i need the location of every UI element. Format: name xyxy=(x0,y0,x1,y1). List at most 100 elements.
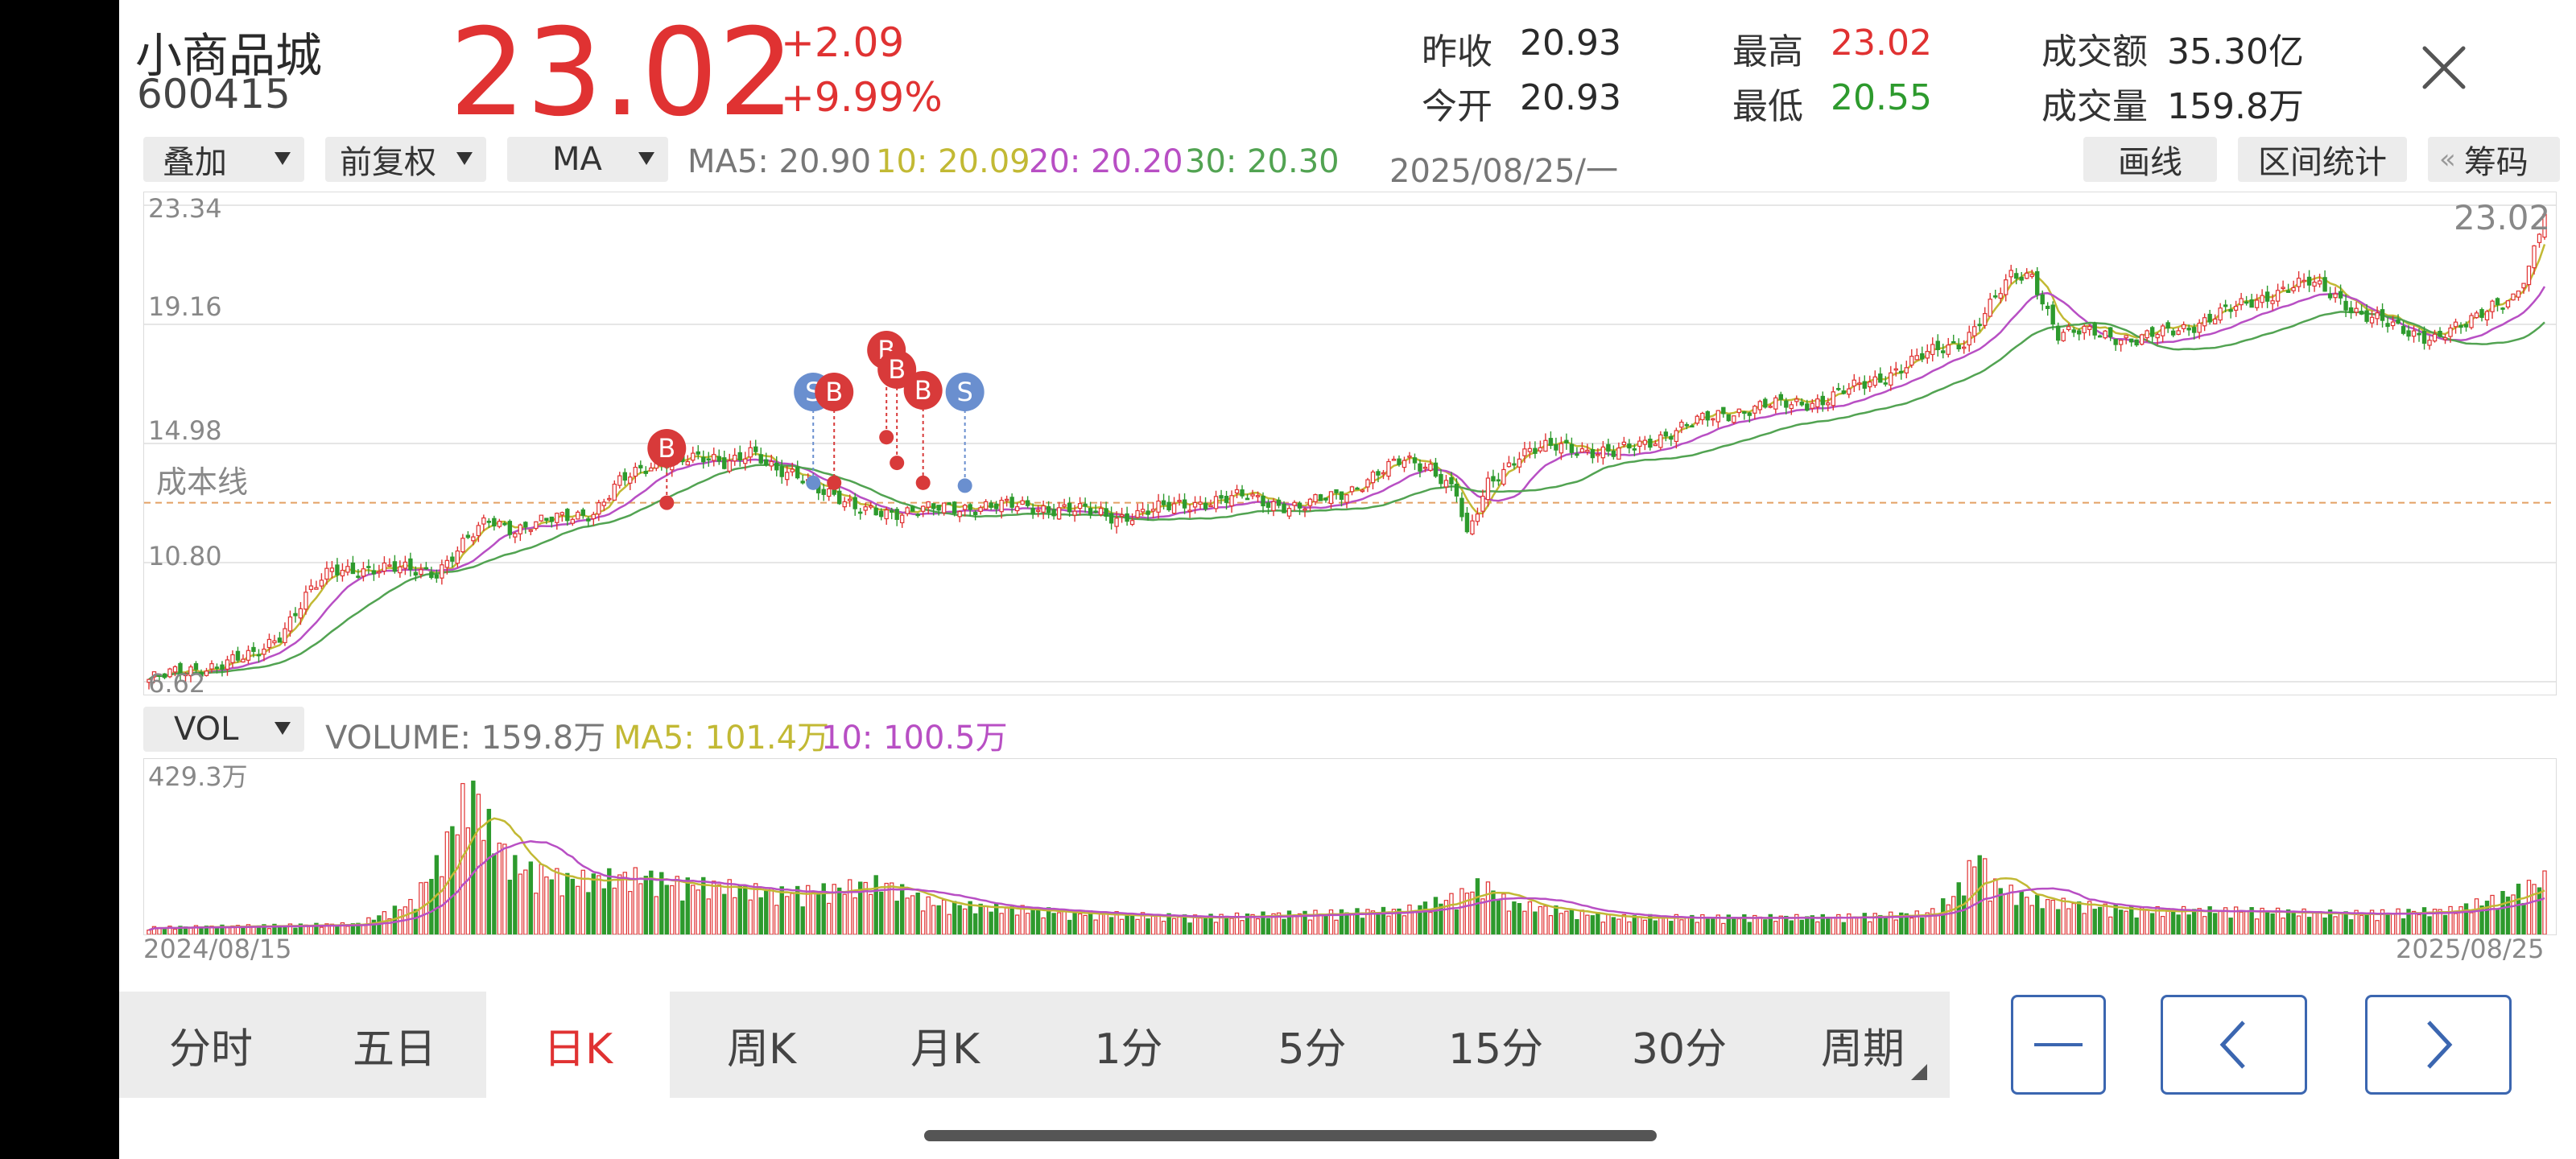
volume-bar xyxy=(2197,908,2202,934)
candle-body xyxy=(2181,324,2186,329)
volume-indicator-dropdown[interactable]: VOL xyxy=(143,707,304,752)
candle-body xyxy=(1590,448,1596,459)
tab-0[interactable]: 分时 xyxy=(168,1025,253,1074)
tab-5[interactable]: 1分 xyxy=(1094,1025,1163,1074)
volume-bar xyxy=(1956,882,1961,934)
range-stats-button[interactable]: 区间统计 xyxy=(2238,137,2407,182)
volume-bar xyxy=(1616,918,1621,934)
volume-chart-panel[interactable] xyxy=(143,758,2557,935)
candle-body xyxy=(915,514,920,517)
candle-body xyxy=(1412,457,1418,464)
candle-body xyxy=(2495,298,2500,306)
chips-button[interactable]: « 筹码 xyxy=(2428,137,2560,182)
candle-body xyxy=(2474,312,2479,319)
volume-y-top: 429.3万 xyxy=(148,761,248,792)
candle-body xyxy=(366,566,371,568)
volume-bar xyxy=(1684,916,1690,934)
overlay-label: 叠加 xyxy=(163,144,227,181)
candle-body xyxy=(733,455,737,462)
close-icon[interactable] xyxy=(2415,39,2473,97)
volume-bar xyxy=(559,895,565,934)
volume-bar xyxy=(1224,915,1229,934)
volume-bar xyxy=(894,901,899,934)
volume-bar xyxy=(1083,914,1088,934)
candle-body xyxy=(1418,463,1422,472)
stock-code: 600415 xyxy=(137,71,291,118)
volume-bar xyxy=(999,913,1004,934)
candle-body xyxy=(1658,434,1663,448)
volume-bar xyxy=(1868,921,1872,934)
home-indicator[interactable] xyxy=(924,1130,1657,1141)
volume-bar xyxy=(2113,904,2118,934)
volume-bar xyxy=(1757,916,1763,934)
candle-body xyxy=(1836,388,1841,390)
volume-bar xyxy=(1146,918,1150,934)
adjust-dropdown[interactable]: 前复权 xyxy=(325,137,486,182)
candle-body xyxy=(1826,402,1831,406)
volume-bar xyxy=(873,875,878,934)
candle-body xyxy=(873,507,878,516)
candle-body xyxy=(1935,340,1940,350)
candle-body xyxy=(1250,493,1255,497)
scroll-left-button[interactable] xyxy=(2161,995,2307,1095)
tab-7[interactable]: 15分 xyxy=(1447,1025,1544,1074)
candle-body xyxy=(2134,339,2139,346)
candle-body xyxy=(989,502,993,508)
candle-body xyxy=(1862,381,1867,389)
candle-body xyxy=(2107,327,2113,337)
tab-3[interactable]: 周K xyxy=(726,1025,797,1074)
volume-bar xyxy=(1558,913,1564,934)
dropdown-triangle-icon xyxy=(456,152,473,165)
candle-body xyxy=(753,446,758,452)
volume-bar xyxy=(2343,911,2348,934)
volume-bar xyxy=(408,898,413,934)
candle-body xyxy=(1663,431,1669,437)
candle-body xyxy=(1627,443,1632,449)
tab-2[interactable]: 日K xyxy=(543,1025,613,1074)
candle-body xyxy=(2149,327,2155,337)
candle-body xyxy=(905,507,910,514)
candle-body xyxy=(2463,324,2469,328)
marker-dot xyxy=(890,456,905,471)
candle-body xyxy=(1240,489,1245,497)
draw-line-button[interactable]: 画线 xyxy=(2083,137,2217,182)
candle-body xyxy=(1422,466,1428,469)
candle-body xyxy=(1585,449,1590,452)
indicator-dropdown[interactable]: MA xyxy=(507,137,668,182)
candle-body xyxy=(947,502,952,505)
volume-bar xyxy=(701,876,706,934)
volume-bar xyxy=(1627,921,1632,934)
overlay-dropdown[interactable]: 叠加 xyxy=(143,137,304,182)
volume-bar xyxy=(1381,906,1386,934)
volume-bar xyxy=(262,924,266,934)
tab-8[interactable]: 30分 xyxy=(1631,1025,1728,1074)
volume-bar xyxy=(848,879,852,934)
candle-body xyxy=(1213,496,1219,509)
tab-6[interactable]: 5分 xyxy=(1278,1025,1347,1074)
candle-body xyxy=(2124,335,2128,339)
tab-9[interactable]: 周期 xyxy=(1820,1025,1905,1074)
candle-body xyxy=(413,571,419,576)
candle-body xyxy=(486,521,492,523)
candle-body xyxy=(2046,305,2050,309)
volume-bar xyxy=(1213,922,1219,934)
volume-bar xyxy=(769,888,774,934)
volume-bar xyxy=(492,853,497,934)
amount-value: 35.30亿 xyxy=(2167,31,2304,72)
candle-body xyxy=(612,483,617,501)
tab-4[interactable]: 月K xyxy=(910,1025,980,1074)
volume-bar xyxy=(1852,917,1856,934)
candle-body xyxy=(1715,410,1721,423)
candle-body xyxy=(1711,418,1715,421)
candle-body xyxy=(2176,330,2181,335)
candle-body xyxy=(1925,351,1930,359)
zoom-out-button[interactable] xyxy=(2011,995,2106,1095)
volume-bar xyxy=(638,883,643,934)
volume-bar xyxy=(1485,881,1491,934)
candle-body xyxy=(832,489,836,495)
tab-1[interactable]: 五日 xyxy=(352,1025,436,1074)
scroll-right-button[interactable] xyxy=(2365,995,2512,1095)
candle-body xyxy=(1773,397,1778,410)
candle-body xyxy=(2285,290,2291,293)
